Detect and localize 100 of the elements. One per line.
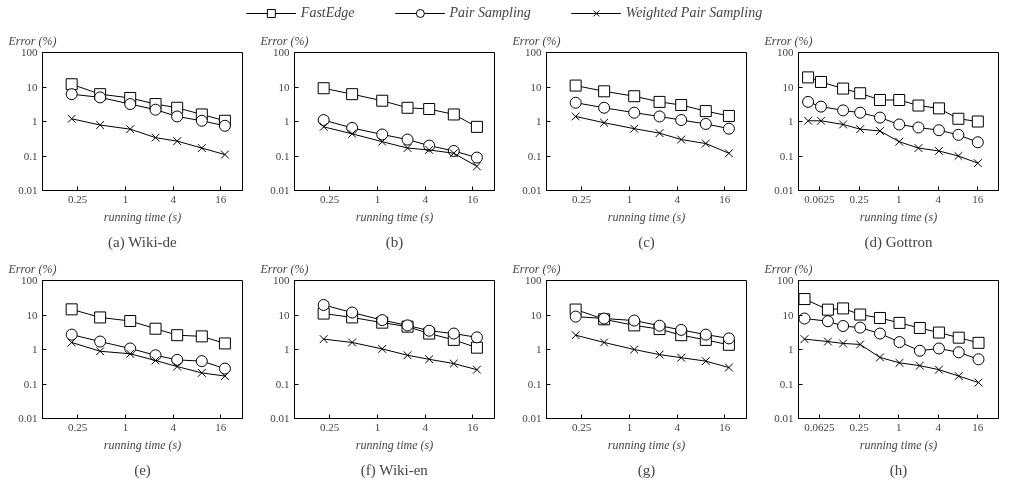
- y-tick-label: 100: [273, 274, 290, 286]
- y-tick-label: 1: [32, 343, 38, 355]
- y-tick-label: 100: [777, 46, 794, 58]
- x-tick-label: 1: [626, 192, 633, 205]
- text: (c): [638, 233, 655, 251]
- y-tick-label: 1: [788, 343, 794, 355]
- y-axis-title: Error (%): [7, 33, 57, 48]
- y-tick-label: 10: [530, 308, 542, 321]
- x-tick-label: 0.25: [849, 420, 870, 433]
- text: (g): [637, 461, 656, 479]
- y-axis-title: Error (%): [259, 33, 309, 48]
- x-tick-label: 16: [215, 420, 227, 433]
- y-tick-label: 100: [273, 46, 290, 58]
- x-tick-label: 1: [374, 420, 381, 433]
- x-axis-title: running time (s): [607, 209, 686, 224]
- y-tick-label: 10: [530, 80, 542, 93]
- y-tick-label: 1: [536, 115, 542, 127]
- y-tick-label: 0.1: [275, 377, 290, 390]
- legend-label: FastEdge: [300, 5, 355, 21]
- text: (d) Gottron: [864, 233, 933, 251]
- text: (a) Wiki-de: [108, 233, 178, 251]
- y-tick-label: 1: [32, 115, 38, 127]
- y-tick-label: 10: [26, 308, 38, 321]
- y-tick-label: 0.1: [779, 149, 794, 162]
- y-axis-title: Error (%): [511, 33, 561, 48]
- x-tick-label: 16: [719, 420, 731, 433]
- x-tick-label: 4: [170, 192, 177, 205]
- text: (e): [134, 461, 151, 479]
- x-tick-label: 16: [467, 192, 479, 205]
- text: (h): [889, 461, 908, 479]
- x-tick-label: 0.0625: [804, 192, 836, 205]
- x-tick-label: 1: [626, 420, 633, 433]
- x-tick-label: 0.25: [320, 192, 340, 205]
- y-tick-label: 10: [782, 308, 794, 321]
- text: (f) Wiki-en: [360, 461, 429, 479]
- y-tick-label: 0.1: [23, 149, 38, 162]
- y-tick-label: 10: [782, 80, 794, 93]
- y-tick-label: 100: [777, 274, 794, 286]
- x-tick-label: 1: [895, 192, 902, 205]
- x-tick-label: 0.25: [320, 420, 340, 433]
- x-tick-label: 16: [972, 192, 984, 205]
- x-axis-title: running time (s): [355, 209, 434, 224]
- x-tick-label: 0.25: [572, 420, 592, 433]
- y-tick-label: 0.1: [527, 149, 542, 162]
- y-tick-label: 0.1: [527, 377, 542, 390]
- y-tick-label: 10: [278, 308, 290, 321]
- x-axis-title: running time (s): [355, 437, 434, 452]
- y-tick-label: 0.01: [522, 184, 542, 196]
- text: (b): [385, 233, 404, 251]
- x-tick-label: 1: [374, 192, 381, 205]
- y-axis-title: Error (%): [7, 261, 57, 276]
- y-tick-label: 1: [284, 343, 290, 355]
- x-tick-label: 4: [422, 192, 429, 205]
- x-tick-label: 1: [122, 192, 129, 205]
- y-tick-label: 1: [284, 115, 290, 127]
- y-tick-label: 100: [21, 46, 38, 58]
- x-tick-label: 4: [674, 420, 681, 433]
- y-tick-label: 100: [525, 46, 542, 58]
- y-tick-label: 1: [536, 343, 542, 355]
- x-tick-label: 16: [972, 420, 984, 433]
- y-tick-label: 0.1: [779, 377, 794, 390]
- y-tick-label: 10: [26, 80, 38, 93]
- x-tick-label: 4: [935, 420, 942, 433]
- x-tick-label: 4: [935, 192, 942, 205]
- x-tick-label: 4: [674, 192, 681, 205]
- x-tick-label: 0.25: [68, 192, 88, 205]
- y-tick-label: 0.01: [18, 412, 38, 424]
- x-tick-label: 1: [895, 420, 902, 433]
- legend-label: Pair Sampling: [449, 5, 531, 21]
- x-axis-title: running time (s): [103, 209, 182, 224]
- y-tick-label: 0.1: [275, 149, 290, 162]
- y-tick-label: 0.01: [522, 412, 542, 424]
- x-tick-label: 0.0625: [804, 420, 836, 433]
- x-tick-label: 0.25: [572, 192, 592, 205]
- x-tick-label: 16: [215, 192, 227, 205]
- y-tick-label: 100: [525, 274, 542, 286]
- y-axis-title: Error (%): [763, 33, 813, 48]
- y-tick-label: 1: [788, 115, 794, 127]
- y-axis-title: Error (%): [511, 261, 561, 276]
- x-axis-title: running time (s): [607, 437, 686, 452]
- y-tick-label: 0.01: [774, 412, 794, 424]
- x-tick-label: 1: [122, 420, 129, 433]
- x-tick-label: 16: [719, 192, 731, 205]
- y-tick-label: 0.01: [18, 184, 38, 196]
- y-tick-label: 0.01: [774, 184, 794, 196]
- legend-label: Weighted Pair Sampling: [625, 5, 763, 21]
- y-tick-label: 0.01: [270, 412, 290, 424]
- x-tick-label: 16: [467, 420, 479, 433]
- y-tick-label: 0.1: [23, 377, 38, 390]
- x-axis-title: running time (s): [859, 437, 938, 452]
- x-tick-label: 4: [422, 420, 429, 433]
- x-tick-label: 0.25: [849, 192, 870, 205]
- x-axis-title: running time (s): [103, 437, 182, 452]
- y-tick-label: 100: [21, 274, 38, 286]
- y-tick-label: 10: [278, 80, 290, 93]
- y-axis-title: Error (%): [763, 261, 813, 276]
- x-tick-label: 0.25: [68, 420, 88, 433]
- y-tick-label: 0.01: [270, 184, 290, 196]
- x-tick-label: 4: [170, 420, 177, 433]
- y-axis-title: Error (%): [259, 261, 309, 276]
